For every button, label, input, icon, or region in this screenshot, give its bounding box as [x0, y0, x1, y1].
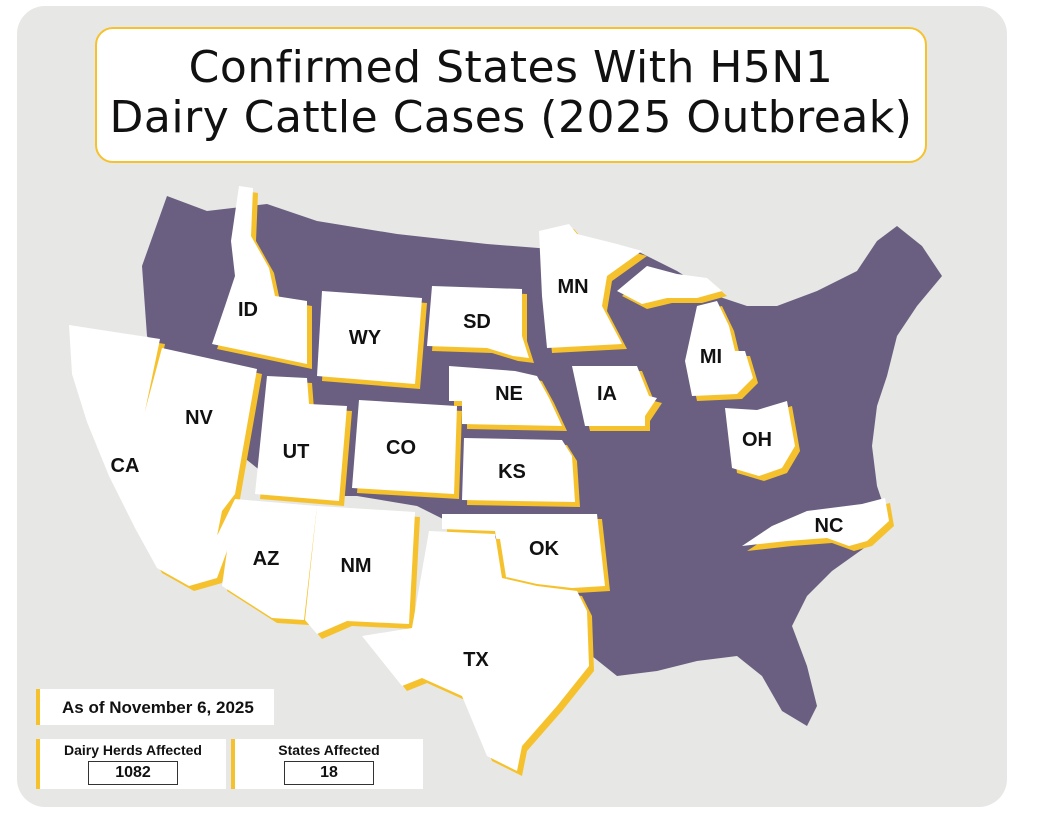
- state-wy[interactable]: [317, 291, 427, 389]
- state-id-shape: [212, 186, 307, 364]
- state-label-co: CO: [386, 437, 416, 459]
- title-line-2: Dairy Cattle Cases (2025 Outbreak): [109, 92, 913, 143]
- state-label-nm: NM: [340, 555, 371, 577]
- state-label-ia: IA: [597, 383, 617, 405]
- state-label-ok: OK: [529, 538, 560, 560]
- state-az[interactable]: [217, 499, 322, 625]
- state-label-ks: KS: [498, 461, 526, 483]
- state-mn-shape: [539, 224, 642, 348]
- as-of-date: As of November 6, 2025: [62, 698, 254, 717]
- state-nc-shape: [742, 498, 889, 546]
- state-label-mi: MI: [700, 346, 722, 368]
- state-ut[interactable]: [255, 376, 352, 506]
- states-affected-box: States Affected 18: [231, 739, 423, 789]
- state-label-nc: NC: [815, 515, 844, 537]
- state-oh[interactable]: [725, 401, 800, 481]
- state-ia[interactable]: [572, 366, 662, 431]
- state-ks-shape: [462, 438, 575, 502]
- map-panel: CA NV ID UT AZ WY CO NM SD NE KS OK TX M…: [17, 6, 1007, 807]
- state-ia-shape: [572, 366, 657, 426]
- state-mi[interactable]: [617, 266, 758, 401]
- state-label-mn: MN: [557, 276, 588, 298]
- state-tx-shape: [362, 531, 589, 771]
- state-sd[interactable]: [427, 286, 534, 363]
- state-oh-shape: [725, 401, 795, 476]
- state-label-id: ID: [238, 299, 258, 321]
- state-nv[interactable]: [145, 348, 262, 541]
- state-nv-shape: [145, 348, 257, 536]
- state-ut-shape: [255, 376, 347, 501]
- state-nm-shape: [305, 506, 415, 634]
- state-label-wy: WY: [349, 327, 382, 349]
- state-ks[interactable]: [462, 438, 580, 507]
- state-label-ne: NE: [495, 383, 523, 405]
- state-label-oh: OH: [742, 429, 772, 451]
- state-label-sd: SD: [463, 311, 491, 333]
- state-label-ca: CA: [111, 455, 140, 477]
- state-ne[interactable]: [449, 366, 567, 431]
- state-label-tx: TX: [463, 649, 489, 671]
- state-label-ut: UT: [283, 441, 310, 463]
- herds-affected-value: 1082: [88, 761, 178, 785]
- state-id[interactable]: [212, 186, 312, 369]
- state-mi-lower-shape: [685, 301, 753, 396]
- state-wy-shape: [317, 291, 422, 384]
- state-tx[interactable]: [362, 531, 594, 776]
- state-ok-shape: [442, 514, 605, 588]
- state-ca-shape: [69, 325, 227, 586]
- us-map: CA NV ID UT AZ WY CO NM SD NE KS OK TX M…: [69, 186, 942, 776]
- state-nm[interactable]: [305, 506, 420, 639]
- states-affected-value: 18: [284, 761, 374, 785]
- state-ok[interactable]: [442, 514, 610, 593]
- state-ne-shape: [449, 366, 562, 426]
- states-affected-label: States Affected: [278, 742, 380, 758]
- herds-affected-box: Dairy Herds Affected 1082: [36, 739, 226, 789]
- title-line-1: Confirmed States With H5N1: [188, 42, 834, 93]
- state-mn[interactable]: [539, 224, 647, 353]
- state-co-shape: [352, 400, 457, 494]
- herds-affected-label: Dairy Herds Affected: [64, 742, 202, 758]
- state-co[interactable]: [352, 400, 462, 499]
- state-mi-upper-shape: [617, 266, 722, 304]
- state-label-az: AZ: [253, 548, 280, 570]
- title-box: Confirmed States With H5N1 Dairy Cattle …: [95, 27, 927, 163]
- state-label-nv: NV: [185, 407, 213, 429]
- state-nc[interactable]: [742, 498, 894, 551]
- as-of-box: As of November 6, 2025: [36, 689, 274, 725]
- state-ca[interactable]: [69, 325, 232, 591]
- state-sd-shape: [427, 286, 529, 358]
- state-az-shape: [217, 499, 317, 620]
